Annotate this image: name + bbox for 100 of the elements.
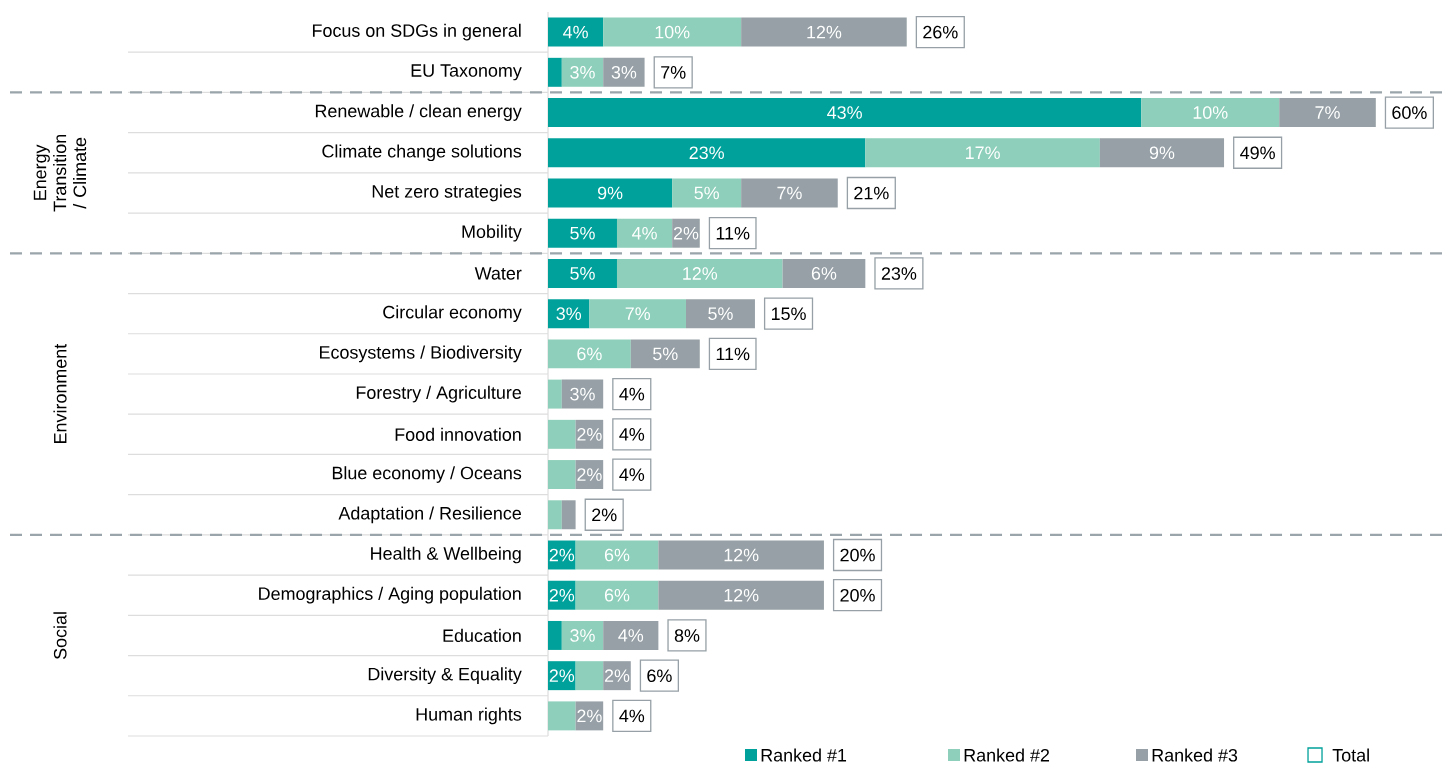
data-label: 4% (632, 226, 657, 240)
bar (616, 258, 783, 288)
y-tick-label: Net zero strategies (372, 184, 522, 202)
data-label: 6% (604, 548, 630, 562)
bar (741, 17, 907, 47)
bar (548, 138, 866, 168)
bar (603, 661, 631, 691)
total-label: 49% (1240, 146, 1275, 160)
total-label: 6% (647, 669, 672, 683)
bar (561, 57, 604, 87)
total-label: 4% (619, 709, 645, 723)
total-label: 20% (840, 588, 875, 602)
total-label: 4% (619, 428, 645, 441)
data-label: 5% (653, 347, 678, 361)
y-tick-label: Renewable / clean energy (315, 104, 522, 121)
bar (1279, 98, 1376, 128)
data-label: 2% (604, 669, 630, 682)
data-label: 10% (1193, 106, 1228, 119)
bar (548, 17, 604, 47)
total-label: 21% (854, 186, 889, 200)
y-tick-label: Water (474, 267, 522, 280)
data-label: 3% (570, 629, 595, 642)
data-label: 23% (689, 146, 724, 160)
data-label: 2% (549, 669, 575, 682)
bar (603, 620, 659, 650)
bar (561, 500, 576, 530)
text: Social (53, 612, 67, 660)
data-label: 5% (708, 307, 733, 320)
bar (548, 701, 576, 731)
data-label: 2% (577, 428, 602, 441)
bar (865, 138, 1100, 168)
bar (1141, 98, 1280, 128)
y-tick-label: Adaptation / Resilience (338, 506, 521, 524)
data-label: 2% (549, 588, 575, 602)
data-label: 12% (724, 588, 759, 602)
data-label: 3% (611, 65, 637, 79)
data-label: 5% (570, 267, 595, 280)
total-label: 4% (619, 387, 645, 401)
total-label: 26% (923, 25, 958, 39)
bar (603, 57, 645, 87)
data-label: 2% (577, 468, 602, 481)
y-tick-label: Forestry / Agriculture (356, 385, 522, 403)
text: Energy Transition / Climate (33, 135, 87, 212)
total-label: 60% (1392, 106, 1427, 119)
bar (616, 218, 673, 248)
bar (672, 178, 742, 208)
data-label: 3% (570, 387, 595, 401)
bar (548, 500, 562, 530)
total-label: 11% (716, 226, 750, 240)
bar (575, 580, 659, 610)
bar (672, 218, 700, 248)
data-label: 3% (556, 307, 582, 320)
bar (589, 299, 686, 329)
total-label: 15% (771, 307, 806, 321)
bar (548, 661, 576, 691)
data-label: 6% (811, 267, 837, 280)
legend-label: Ranked #2 (964, 748, 1050, 762)
y-tick-label: Health & Wellbeing (371, 546, 521, 564)
y-tick-label: Ecosystems / Biodiversity (320, 345, 522, 363)
data-label: 4% (618, 629, 644, 642)
total-label: 23% (881, 267, 917, 280)
text: Total (1332, 748, 1369, 762)
bar (561, 379, 604, 409)
legend-label: Ranked #3 (1152, 748, 1238, 762)
data-label: 12% (807, 25, 842, 39)
y-tick-label: Climate change solutions (322, 144, 522, 162)
y-tick-label: EU Taxonomy (411, 64, 522, 81)
bar (630, 339, 700, 369)
bar (782, 258, 866, 288)
total-label: 4% (619, 468, 645, 481)
bar (658, 540, 824, 570)
bar (548, 379, 562, 409)
data-label: 2% (673, 226, 699, 240)
data-label: 6% (577, 347, 602, 361)
legend-label: Ranked #1 (761, 748, 847, 762)
y-tick-label: Food innovation (395, 427, 521, 441)
total-label: 20% (840, 548, 875, 562)
data-label: 3% (570, 65, 595, 79)
total-label: 11% (716, 347, 750, 361)
bar (548, 580, 576, 610)
bar (548, 218, 617, 248)
text: Environment (53, 343, 67, 443)
data-label: 43% (827, 106, 862, 119)
bar (548, 178, 673, 208)
data-label: 2% (549, 548, 575, 562)
bar (561, 620, 604, 650)
y-tick-label: Circular economy (383, 305, 522, 323)
bar (548, 57, 562, 87)
data-label: 4% (563, 25, 588, 39)
total-label: 8% (674, 629, 700, 642)
data-label: 12% (683, 267, 718, 280)
bar (548, 419, 576, 449)
y-tick-label: Demographics / Aging population (259, 586, 521, 604)
bar (685, 299, 755, 329)
data-label: 10% (655, 25, 690, 39)
data-label: 7% (1315, 106, 1340, 119)
y-tick-label: Blue economy / Oceans (332, 466, 522, 483)
total-label: 7% (661, 66, 686, 79)
data-label: 7% (777, 186, 802, 200)
data-label: 7% (625, 307, 651, 320)
